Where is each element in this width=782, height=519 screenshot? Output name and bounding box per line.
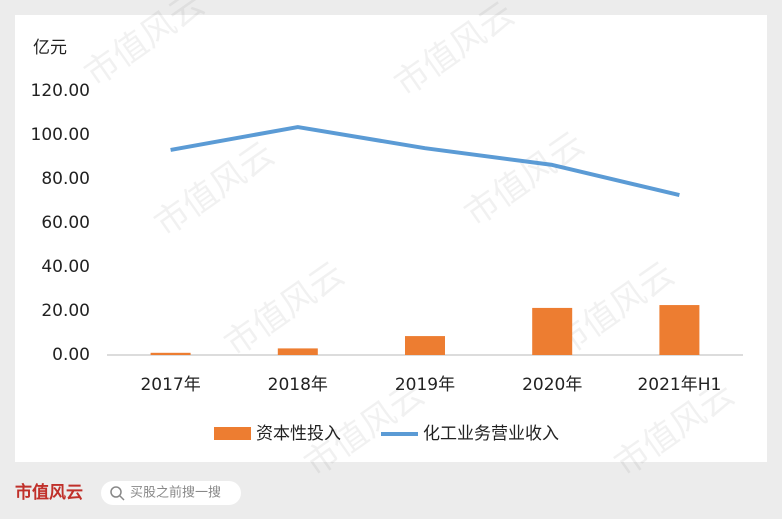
search-icon-handle: [119, 495, 125, 501]
x-tick-label: 2018年: [268, 375, 328, 395]
logo: 市值风云: [15, 482, 83, 503]
x-tick-label: 2021年H1: [637, 375, 721, 395]
y-tick-label: 80.00: [41, 169, 90, 189]
plot: 0.00 20.00 40.00 60.00 80.00 100.00 120.00 2017…: [31, 81, 743, 444]
y-tick-label: 40.00: [41, 257, 90, 277]
y-tick-label: 20.00: [41, 301, 90, 321]
y-tick-label: 120.00: [31, 81, 90, 101]
y-unit: 亿元: [33, 38, 67, 58]
bar: [277, 348, 318, 355]
line: [170, 125, 680, 198]
search-box[interactable]: [101, 481, 241, 505]
bar: [532, 307, 573, 355]
search-icon: [110, 486, 122, 498]
search-placeholder: 买股之前搜一搜: [130, 485, 221, 501]
y-tick-label: 0.00: [52, 345, 90, 365]
legend-swatch: [214, 427, 251, 440]
x-tick-label: 2019年: [395, 375, 455, 395]
bar: [150, 352, 191, 355]
bar: [405, 336, 445, 355]
x-tick-label: 2017年: [140, 375, 200, 395]
bar: [659, 305, 700, 355]
legend-label: 化工业务营业收入: [423, 424, 559, 444]
legend-label: 资本性投入: [256, 424, 341, 444]
chart-card: [15, 15, 767, 462]
y-tick-label: 60.00: [41, 213, 90, 233]
x-tick-label: 2020年: [522, 375, 582, 395]
y-tick-label: 100.00: [31, 125, 90, 145]
